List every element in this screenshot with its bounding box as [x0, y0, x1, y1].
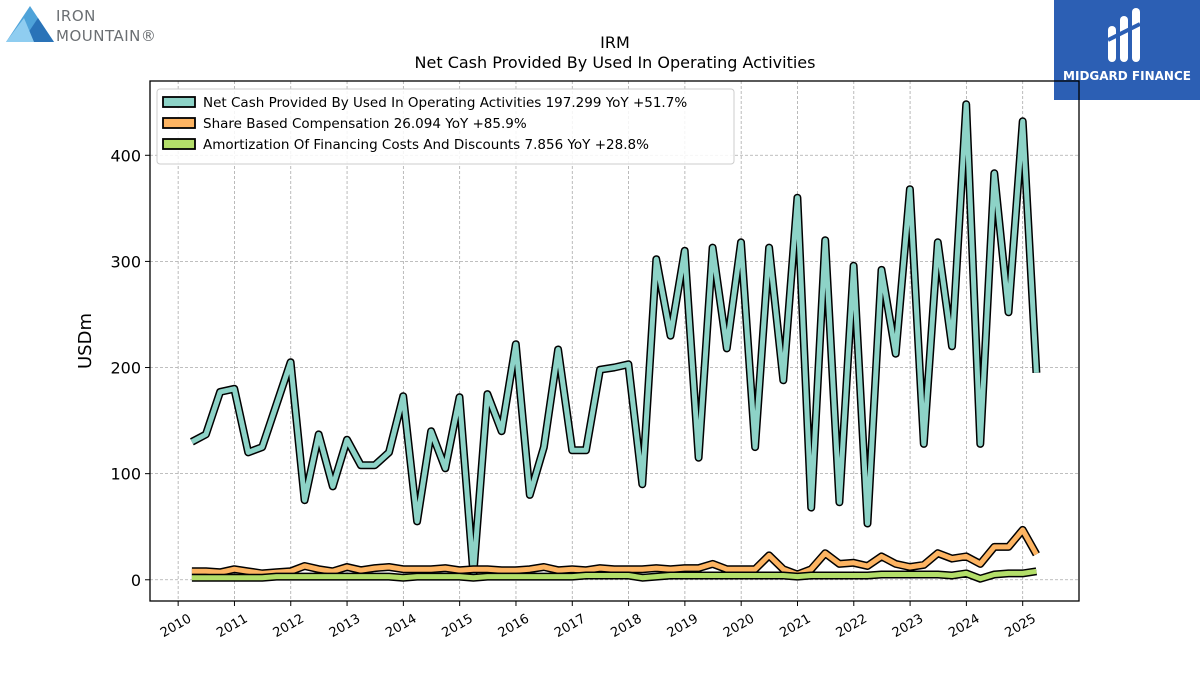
chart-title: IRM	[600, 33, 630, 52]
x-tick-label: 2023	[890, 611, 926, 641]
legend-swatch	[162, 117, 196, 129]
iron-mountain-line1: IRON	[56, 7, 96, 25]
y-tick-label: 300	[110, 252, 141, 271]
legend-swatch	[162, 138, 196, 150]
midgard-finance-logo: MIDGARD FINANCE	[1054, 0, 1200, 100]
x-tick-label: 2015	[440, 611, 476, 641]
series-lines	[190, 100, 1041, 583]
x-tick-label: 2011	[214, 611, 250, 641]
x-tick-label: 2016	[496, 611, 532, 641]
x-tick-label: 2013	[327, 611, 363, 641]
legend-label: Share Based Compensation 26.094 YoY +85.…	[203, 116, 527, 132]
series-line	[191, 568, 1037, 582]
y-tick-label: 0	[131, 571, 141, 590]
x-tick-label: 2014	[383, 611, 419, 641]
x-tick-label: 2024	[946, 611, 982, 641]
chart-subtitle: Net Cash Provided By Used In Operating A…	[415, 53, 816, 72]
plot-frame	[149, 80, 1080, 602]
x-tick-label: 2012	[271, 611, 307, 641]
x-tick-label: 2025	[1003, 611, 1039, 641]
legend-label: Amortization Of Financing Costs And Disc…	[203, 137, 649, 153]
iron-mountain-line2: MOUNTAIN®	[56, 27, 157, 45]
midgard-finance-text: MIDGARD FINANCE	[1063, 69, 1191, 83]
iron-mountain-logo: IRON MOUNTAIN®	[4, 4, 174, 48]
y-tick-label: 100	[110, 465, 141, 484]
midgard-emblem-icon	[1107, 8, 1141, 62]
series-line	[191, 527, 1039, 577]
legend-box	[156, 88, 735, 165]
x-tick-label: 2018	[608, 611, 644, 641]
x-tick-label: 2022	[834, 611, 870, 641]
legend-swatch	[162, 96, 196, 108]
x-tick-label: 2017	[552, 611, 588, 641]
x-tick-label: 2010	[158, 611, 194, 641]
mountain-icon	[6, 6, 54, 42]
legend-label: Net Cash Provided By Used In Operating A…	[203, 95, 687, 111]
x-tick-label: 2019	[665, 611, 701, 641]
x-tick-label: 2021	[777, 611, 813, 641]
legend: Net Cash Provided By Used In Operating A…	[156, 88, 735, 165]
y-tick-label: 200	[110, 359, 141, 378]
y-tick-label: 400	[110, 146, 141, 165]
series-line	[190, 101, 1039, 577]
x-tick-label: 2020	[721, 611, 757, 641]
y-axis-label: USDm	[75, 313, 96, 369]
